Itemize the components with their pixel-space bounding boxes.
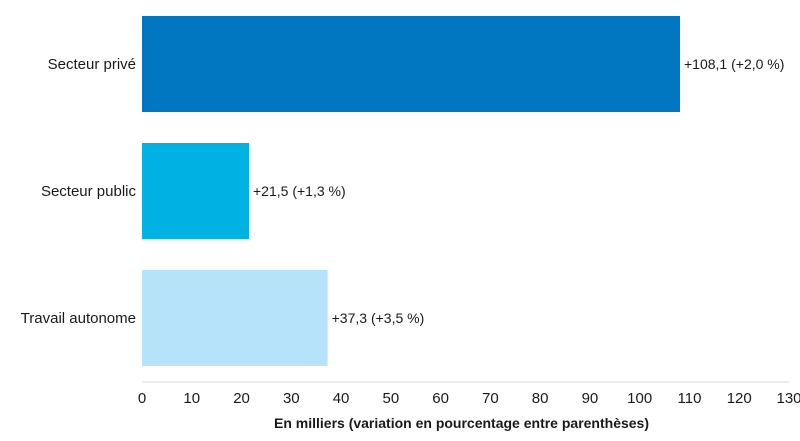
bar-2 [142, 143, 250, 239]
category-labels: Secteur privé Secteur public Travail auton… [21, 56, 137, 327]
x-tick-label: 60 [432, 390, 449, 407]
category-label: Travail autonome [21, 310, 136, 327]
x-tick-label: 120 [727, 390, 752, 407]
category-label: Secteur privé [48, 56, 136, 73]
data-label: +37,3 (+3,5 %) [332, 310, 425, 326]
x-tick-label: 70 [482, 390, 499, 407]
category-label: Secteur public [41, 183, 137, 200]
x-tick-label: 50 [383, 390, 400, 407]
x-tick-label: 100 [627, 390, 652, 407]
x-tick-label: 80 [532, 390, 549, 407]
x-tick-label: 30 [283, 390, 300, 407]
x-tick-label: 20 [233, 390, 250, 407]
bar-1 [142, 16, 681, 112]
x-axis-title: En milliers (variation en pourcentage en… [274, 415, 649, 431]
data-label: +108,1 (+2,0 %) [684, 56, 784, 72]
x-tick-label: 40 [333, 390, 350, 407]
bar-3 [142, 270, 328, 366]
x-tick-labels: 0 10 20 30 40 50 60 70 80 90 100 110 120 130 [138, 390, 800, 407]
x-tick-label: 130 [776, 390, 800, 407]
bars-group [142, 16, 681, 366]
data-labels: +108,1 (+2,0 %) +21,5 (+1,3 %) +37,3 (+3,5… [253, 56, 784, 326]
x-tick-label: 0 [138, 390, 146, 407]
x-tick-label: 110 [678, 390, 702, 407]
data-label: +21,5 (+1,3 %) [253, 183, 346, 199]
x-tick-label: 90 [582, 390, 599, 407]
x-tick-label: 10 [183, 390, 200, 407]
